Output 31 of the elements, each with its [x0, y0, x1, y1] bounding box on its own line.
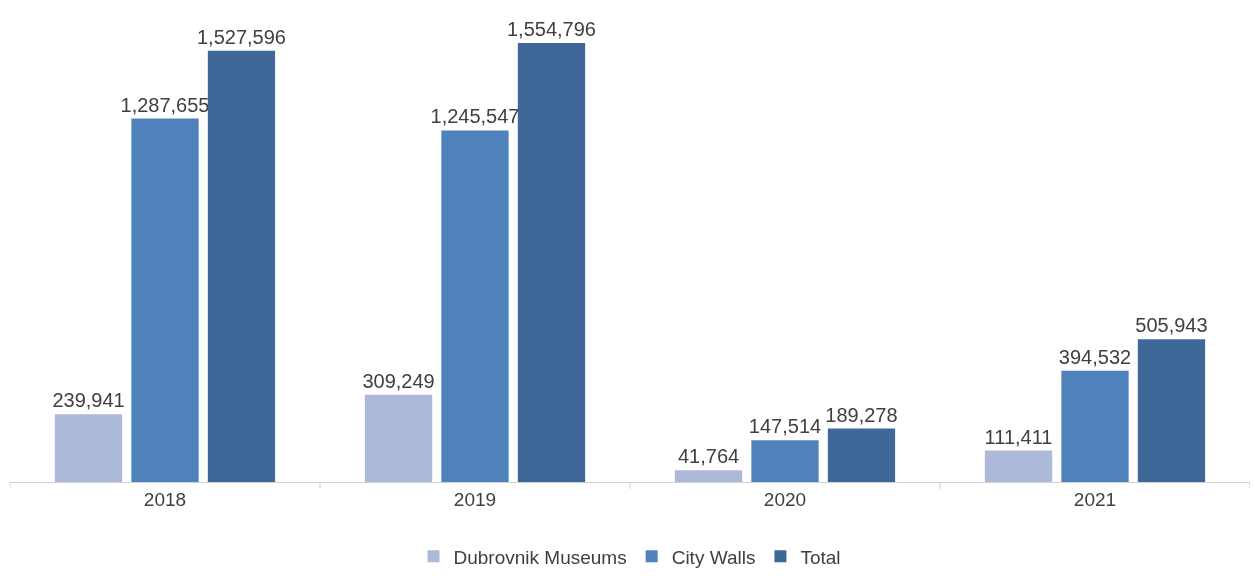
- bar: [441, 130, 509, 482]
- bar: [751, 440, 819, 482]
- bar: [207, 50, 276, 482]
- data-label: 1,527,596: [196, 25, 286, 48]
- bar: [827, 428, 896, 482]
- x-tick-label: 2021: [1073, 488, 1117, 510]
- x-tick-label: 2020: [763, 488, 807, 510]
- data-label: 189,278: [825, 403, 898, 426]
- legend-label: Total: [800, 546, 841, 568]
- data-label: 1,287,655: [120, 93, 210, 116]
- legend-label: Dubrovnik Museums: [453, 546, 627, 568]
- data-label: 111,411: [984, 425, 1053, 448]
- bar: [984, 450, 1053, 482]
- x-tick-label: 2018: [143, 488, 187, 510]
- bar: [54, 414, 123, 482]
- data-label: 239,941: [52, 389, 125, 412]
- bar: [517, 43, 586, 482]
- bar: [1061, 370, 1129, 482]
- data-label: 505,943: [1135, 314, 1208, 337]
- bar: [131, 118, 199, 482]
- data-label: 1,245,547: [430, 105, 520, 128]
- legend-label: City Walls: [671, 546, 756, 568]
- bar: [1137, 339, 1206, 482]
- bar: [364, 394, 433, 482]
- data-label: 309,249: [362, 369, 435, 392]
- data-label: 41,764: [677, 445, 740, 468]
- data-label: 147,514: [748, 415, 822, 438]
- data-label: 394,532: [1058, 345, 1132, 368]
- x-tick-label: 2019: [453, 488, 497, 510]
- data-label: 1,554,796: [506, 18, 596, 41]
- bar: [674, 470, 743, 482]
